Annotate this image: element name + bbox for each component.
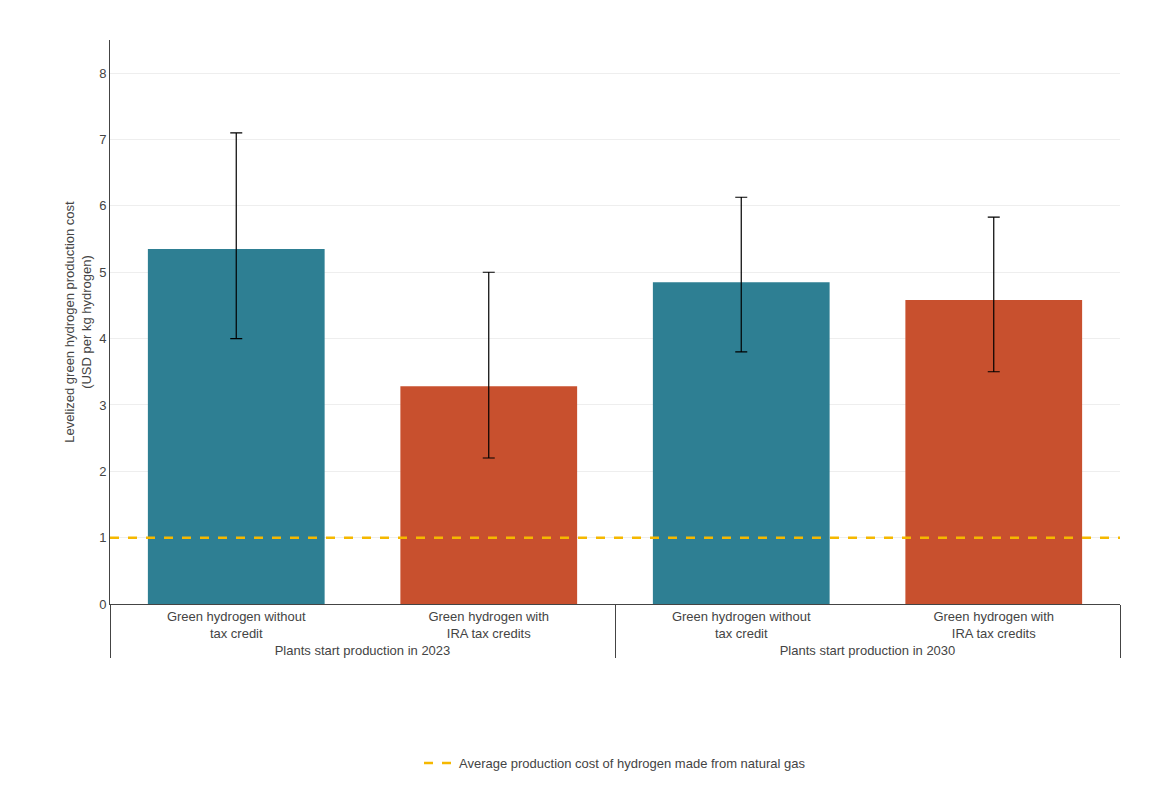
svg-text:Plants start production in 203: Plants start production in 2030 — [780, 643, 956, 658]
svg-text:Green hydrogen withouttax cred: Green hydrogen withouttax credit — [672, 609, 811, 641]
svg-text:Green hydrogen withIRA tax cre: Green hydrogen withIRA tax credits — [933, 609, 1054, 641]
svg-text:Average production cost of hyd: Average production cost of hydrogen made… — [459, 756, 805, 771]
svg-text:4: 4 — [99, 331, 106, 346]
svg-text:6: 6 — [99, 198, 106, 213]
svg-text:Green hydrogen withouttax cred: Green hydrogen withouttax credit — [167, 609, 306, 641]
svg-text:0: 0 — [99, 597, 106, 612]
svg-text:8: 8 — [99, 66, 106, 81]
svg-text:3: 3 — [99, 397, 106, 412]
svg-text:7: 7 — [99, 132, 106, 147]
svg-text:Levelized green hydrogen produ: Levelized green hydrogen production cost… — [62, 201, 94, 443]
svg-text:2: 2 — [99, 464, 106, 479]
svg-text:1: 1 — [99, 530, 106, 545]
svg-text:Green hydrogen withIRA tax cre: Green hydrogen withIRA tax credits — [428, 609, 549, 641]
svg-text:5: 5 — [99, 265, 106, 280]
svg-text:Plants start production in 202: Plants start production in 2023 — [275, 643, 451, 658]
